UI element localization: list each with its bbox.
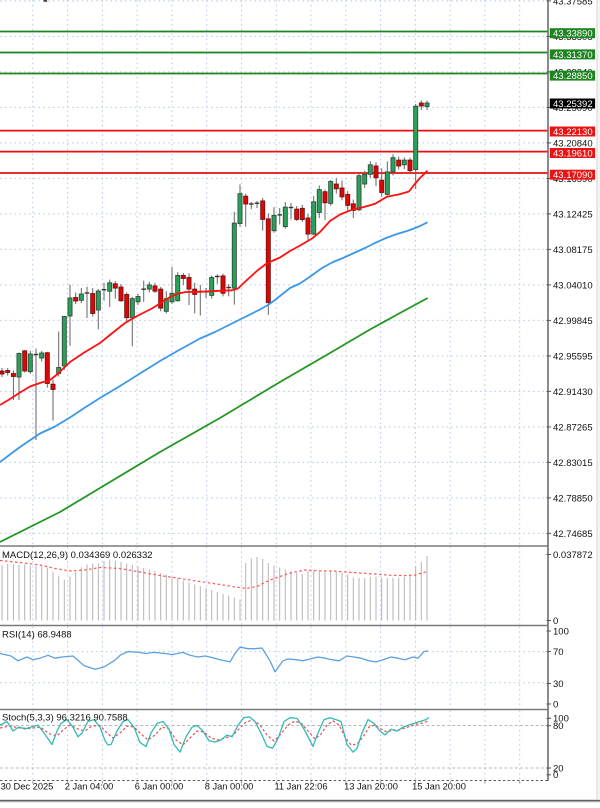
svg-text:70: 70 bbox=[553, 647, 564, 658]
svg-text:MACD(12,26,9) 0.034369 0.02633: MACD(12,26,9) 0.034369 0.026332 bbox=[2, 550, 153, 561]
svg-text:13 Jan 20:00: 13 Jan 20:00 bbox=[344, 782, 398, 792]
svg-text:100: 100 bbox=[553, 714, 569, 725]
svg-text:20: 20 bbox=[553, 763, 564, 774]
svg-text:2 Jan 04:00: 2 Jan 04:00 bbox=[65, 782, 114, 792]
svg-text:43.33890: 43.33890 bbox=[553, 29, 593, 40]
svg-text:42.74685: 42.74685 bbox=[553, 529, 593, 540]
svg-text:43.20840: 43.20840 bbox=[553, 138, 593, 149]
svg-text:43.31370: 43.31370 bbox=[553, 50, 593, 61]
svg-text:43.19610: 43.19610 bbox=[553, 148, 593, 159]
svg-text:43.17090: 43.17090 bbox=[553, 170, 593, 181]
svg-text:8 Jan 00:00: 8 Jan 00:00 bbox=[205, 782, 254, 792]
svg-text:42.83015: 42.83015 bbox=[553, 458, 593, 469]
svg-text:43.04010: 43.04010 bbox=[553, 280, 593, 291]
svg-text:43.08175: 43.08175 bbox=[553, 245, 593, 256]
svg-text:0: 0 bbox=[553, 699, 558, 710]
svg-text:0: 0 bbox=[553, 616, 558, 627]
svg-text:43.22130: 43.22130 bbox=[553, 127, 593, 138]
svg-text:30: 30 bbox=[553, 679, 564, 690]
svg-text:43.37585: 43.37585 bbox=[553, 0, 593, 7]
svg-text:80: 80 bbox=[553, 721, 564, 732]
svg-text:42.95595: 42.95595 bbox=[553, 351, 593, 362]
svg-text:43.28850: 43.28850 bbox=[553, 71, 593, 82]
svg-text:100: 100 bbox=[553, 626, 569, 637]
svg-text:42.91430: 42.91430 bbox=[553, 387, 593, 398]
svg-text:43.12425: 43.12425 bbox=[553, 209, 593, 220]
svg-text:42.78850: 42.78850 bbox=[553, 493, 593, 504]
svg-text:30 Dec 2025: 30 Dec 2025 bbox=[1, 782, 54, 792]
svg-text:0.037872: 0.037872 bbox=[553, 550, 593, 561]
svg-text:Stoch(5,3,3) 96.3216 90.7588: Stoch(5,3,3) 96.3216 90.7588 bbox=[2, 713, 128, 724]
svg-text:6 Jan 00:00: 6 Jan 00:00 bbox=[135, 782, 184, 792]
svg-text:43.25392: 43.25392 bbox=[553, 99, 593, 110]
svg-text:RSI(14) 68.9488: RSI(14) 68.9488 bbox=[2, 629, 72, 640]
svg-text:42.99845: 42.99845 bbox=[553, 316, 593, 327]
svg-text:42.87265: 42.87265 bbox=[553, 422, 593, 433]
svg-text:11 Jan 22:06: 11 Jan 22:06 bbox=[274, 782, 327, 792]
svg-text:15 Jan 20:00: 15 Jan 20:00 bbox=[412, 782, 466, 792]
svg-text:0: 0 bbox=[553, 770, 558, 781]
